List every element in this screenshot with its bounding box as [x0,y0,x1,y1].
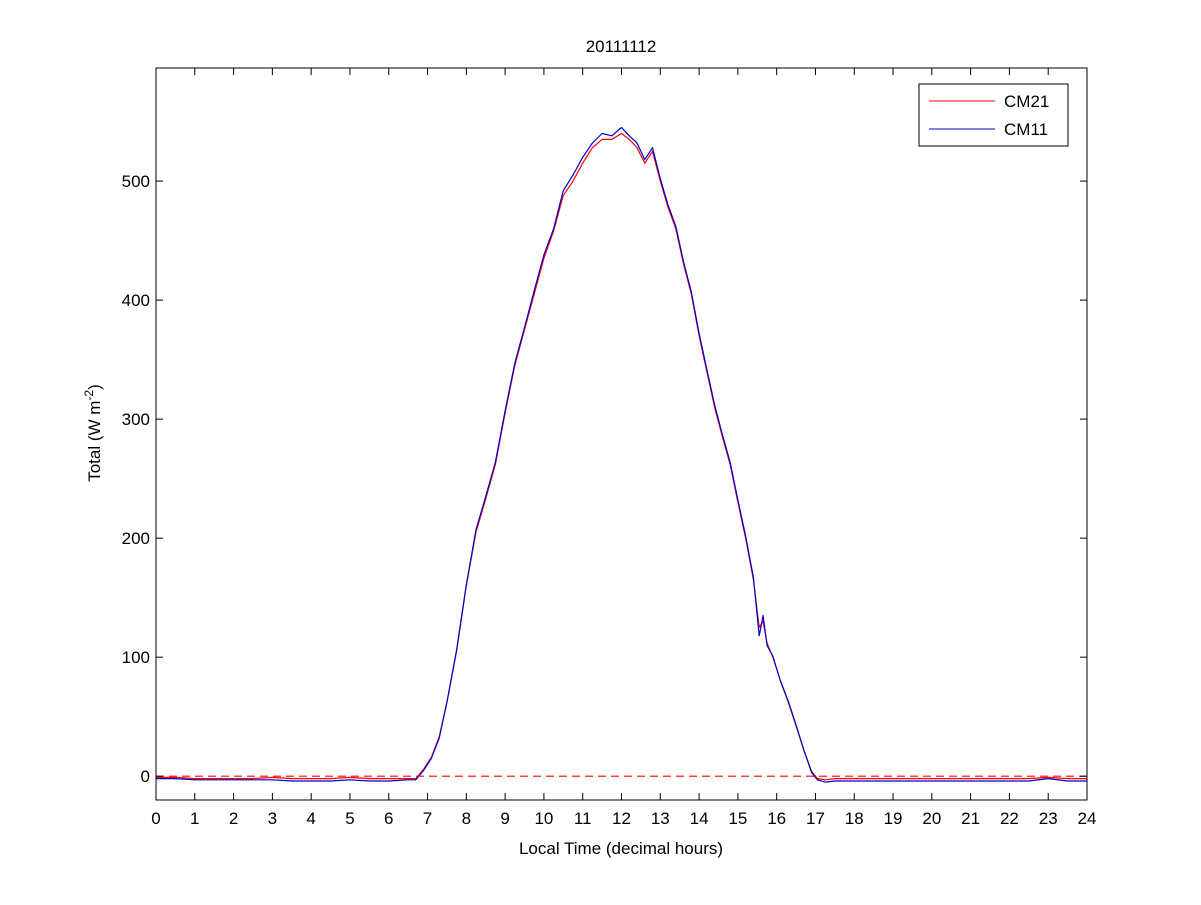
chart-title: 20111112 [586,37,657,56]
series-line-cm11 [156,126,1087,783]
x-tick-label: 3 [268,809,277,828]
x-tick-label: 6 [384,809,393,828]
x-tick-label: 11 [574,809,592,828]
x-tick-label: 20 [922,809,941,828]
x-tick-label: 22 [1000,809,1019,828]
plot-area [156,126,1087,783]
y-axis-label-suffix: ) [85,384,104,390]
x-tick-label: 0 [151,809,160,828]
x-tick-label: 21 [961,809,980,828]
x-tick-label: 18 [845,809,864,828]
y-axis-label-superscript: -2 [82,390,96,401]
x-tick-label: 24 [1078,809,1097,828]
y-tick-label: 300 [122,410,150,429]
x-tick-label: 1 [190,809,199,828]
x-tick-label: 7 [423,809,432,828]
x-tick-label: 23 [1039,809,1058,828]
x-tick-label: 16 [767,809,786,828]
y-tick-label: 0 [141,767,150,786]
legend-label-cm11: CM11 [1004,120,1048,139]
x-tick-label: 8 [462,809,471,828]
x-tick-label: 15 [728,809,747,828]
x-tick-label: 19 [884,809,903,828]
x-tick-label: 2 [229,809,238,828]
x-tick-label: 4 [306,809,315,828]
y-axis-label-prefix: Total (W m [85,401,104,482]
legend-box [918,83,1069,147]
y-tick-label: 500 [122,172,150,191]
y-tick-label: 400 [122,291,150,310]
axes: 0 1 2 3 4 5 6 7 8 9 10 11 12 13 14 15 16 17 18 19 20 21 22 23 24… [122,67,1097,828]
legend-label-cm21: CM21 [1004,92,1049,111]
axes-frame [155,67,1088,801]
y-tick-label: 100 [122,648,150,667]
y-tick-label: 200 [122,529,150,548]
x-axis-label: Local Time (decimal hours) [519,839,723,858]
series-line-cm21 [156,132,1087,781]
x-tick-label: 17 [806,809,825,828]
y-axis-label: Total (W m-2) [82,384,104,482]
x-tick-label: 9 [500,809,509,828]
x-tick-label: 14 [690,809,709,828]
x-tick-label: 10 [534,809,553,828]
x-tick-label: 5 [345,809,354,828]
x-tick-label: 12 [612,809,631,828]
legend: CM21 CM11 [918,83,1069,147]
x-tick-label: 13 [651,809,670,828]
